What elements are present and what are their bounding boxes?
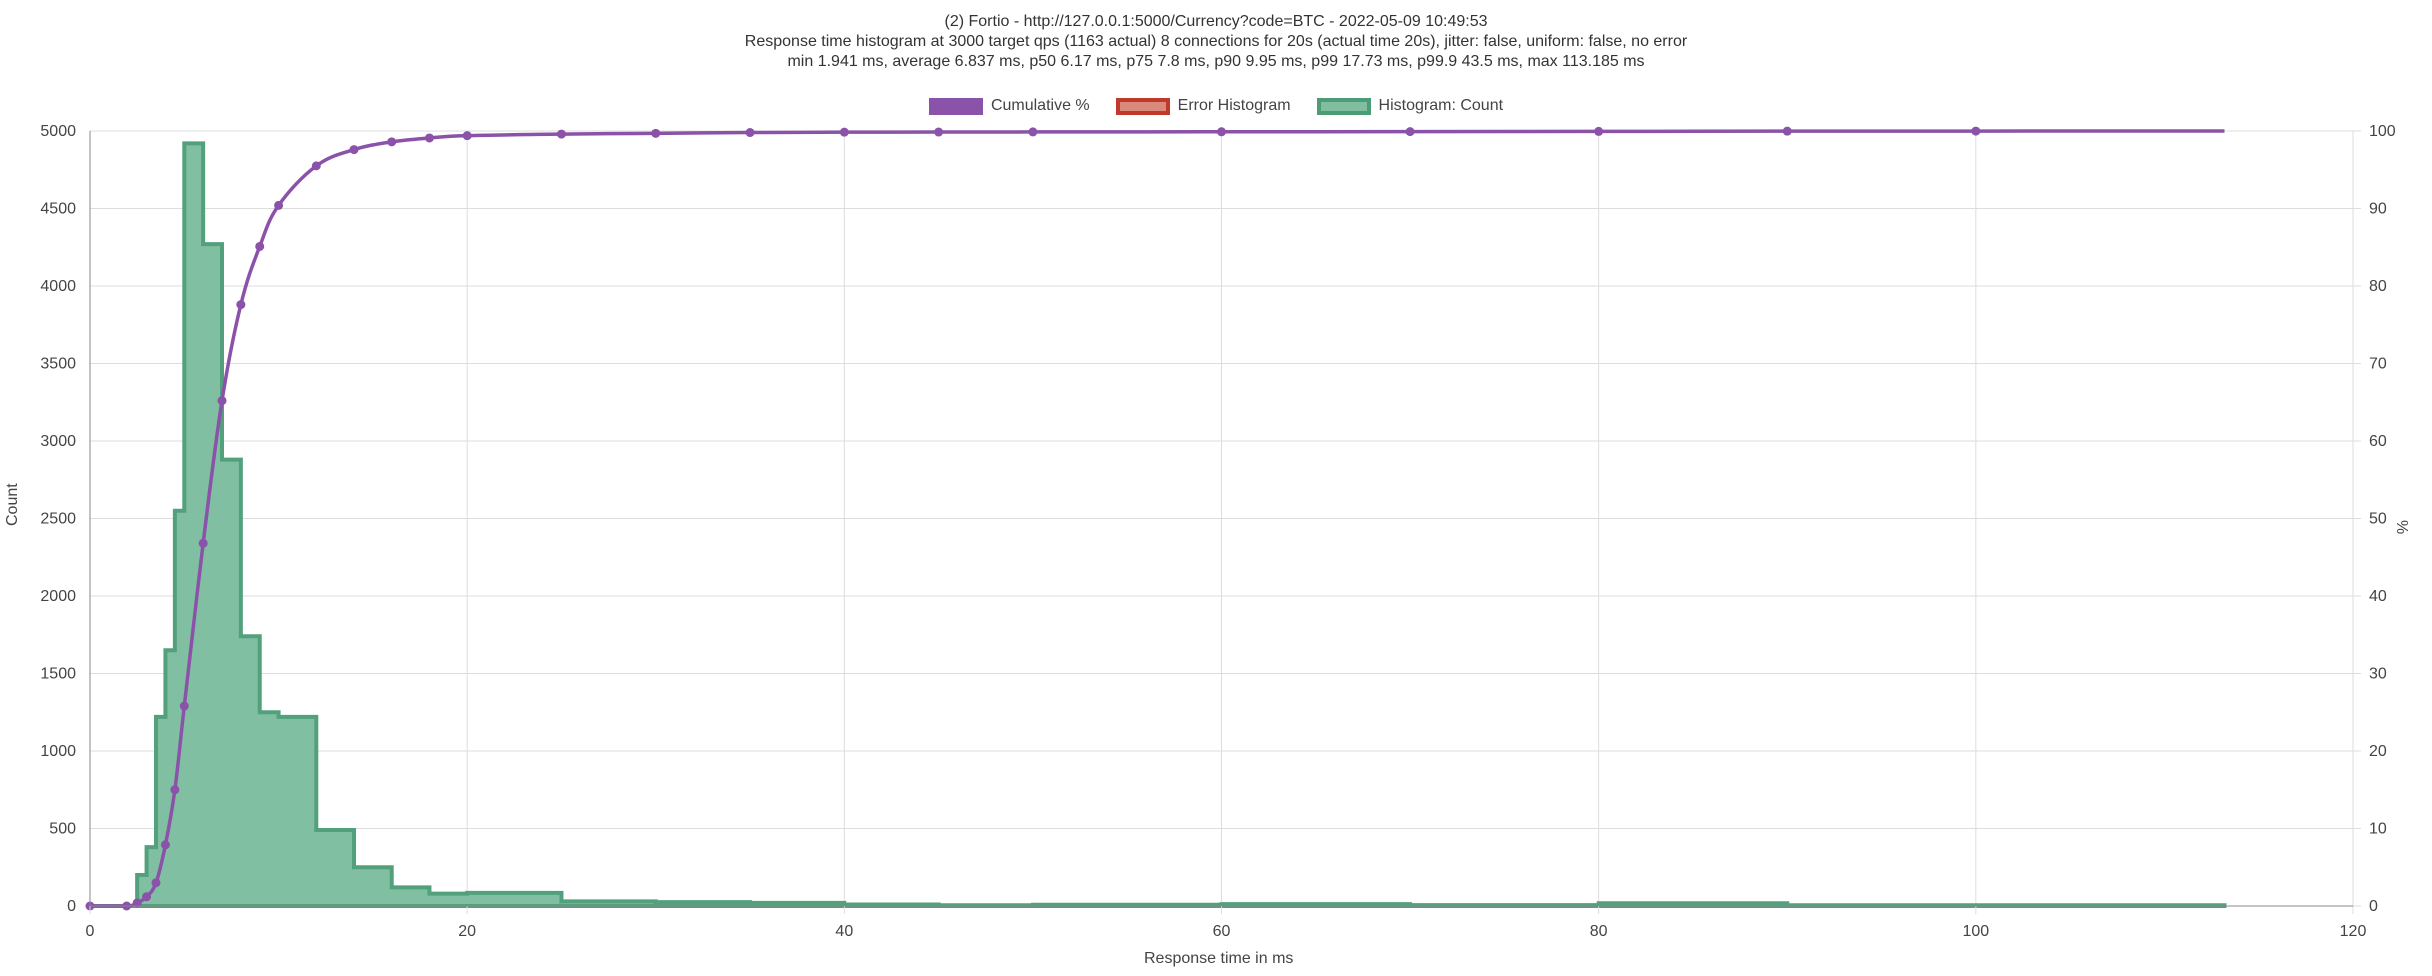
y-left-tick-label: 3500 (40, 356, 76, 373)
cumulative-point (311, 161, 321, 171)
legend-label-histogram: Histogram: Count (1378, 97, 1504, 114)
histogram-layer (90, 141, 2227, 908)
cumulative-point (349, 145, 359, 155)
cumulative-point (424, 133, 434, 143)
cumulative-point (1028, 127, 1038, 137)
legend: Cumulative % Error Histogram Histogram: … (0, 97, 2432, 115)
x-tick-label: 20 (458, 923, 476, 940)
y-left-tick-label: 2000 (40, 588, 76, 605)
x-axis-title: Response time in ms (1144, 950, 1294, 967)
axis-layer: 0500100015002000250030003500400045005000… (40, 123, 2395, 940)
x-tick-label: 80 (1590, 923, 1608, 940)
y-right-tick-label: 90 (2369, 201, 2387, 218)
x-tick-label: 40 (835, 923, 853, 940)
cumulative-point (151, 878, 161, 888)
cumulative-point (387, 137, 397, 147)
cumulative-point (142, 892, 152, 902)
legend-item-histogram[interactable]: Histogram: Count (1316, 97, 1504, 115)
cumulative-layer (85, 126, 2225, 911)
x-tick-label: 120 (2340, 923, 2367, 940)
histogram-area (90, 141, 2227, 908)
cumulative-point (217, 396, 227, 406)
y-left-tick-label: 3000 (40, 433, 76, 450)
y-left-tick-label: 5000 (40, 123, 76, 140)
y-right-tick-label: 80 (2369, 278, 2387, 295)
cumulative-point (745, 128, 755, 138)
x-tick-label: 60 (1213, 923, 1231, 940)
y-left-tick-label: 1000 (40, 743, 76, 760)
y-right-tick-label: 70 (2369, 356, 2387, 373)
cumulative-point (255, 241, 265, 251)
cumulative-point (132, 898, 142, 908)
cumulative-point (198, 538, 208, 548)
y-left-tick-label: 0 (67, 898, 76, 915)
y-left-tick-label: 4000 (40, 278, 76, 295)
x-tick-label: 100 (1962, 923, 1989, 940)
cumulative-point (556, 129, 566, 139)
y-right-tick-label: 20 (2369, 743, 2387, 760)
cumulative-point (274, 200, 284, 210)
y-right-tick-label: 30 (2369, 666, 2387, 683)
cumulative-point (462, 131, 472, 141)
y-left-tick-label: 1500 (40, 666, 76, 683)
y-right-tick-label: 100 (2369, 123, 2396, 140)
y-right-tick-label: 50 (2369, 511, 2387, 528)
y-axis-right-title: % (2393, 520, 2410, 535)
cumulative-point (236, 300, 246, 310)
y-right-tick-label: 60 (2369, 433, 2387, 450)
y-right-tick-label: 40 (2369, 588, 2387, 605)
cumulative-point (651, 128, 661, 138)
legend-label-cumulative: Cumulative % (990, 97, 1090, 114)
legend-label-error: Error Histogram (1177, 97, 1291, 114)
legend-swatch-histogram (1316, 97, 1371, 115)
cumulative-point (934, 127, 944, 137)
cumulative-point (179, 701, 189, 711)
y-axis-left-title: Count (4, 483, 21, 526)
cumulative-point (1405, 127, 1415, 137)
grid-layer (89, 130, 2354, 907)
y-left-tick-label: 500 (49, 821, 76, 838)
y-right-tick-label: 0 (2369, 898, 2378, 915)
cumulative-point (170, 785, 180, 795)
cumulative-point (1217, 127, 1226, 137)
cumulative-point (160, 840, 170, 850)
x-tick-label: 0 (86, 923, 95, 940)
legend-item-cumulative[interactable]: Cumulative % (928, 97, 1090, 115)
cumulative-point (1782, 126, 1792, 136)
chart-subtitle: Response time histogram at 3000 target q… (744, 33, 1688, 50)
cumulative-point (839, 127, 849, 137)
chart-stats: min 1.941 ms, average 6.837 ms, p50 6.17… (787, 53, 1645, 70)
y-left-tick-label: 2500 (40, 511, 76, 528)
legend-swatch-error (1115, 97, 1170, 115)
y-right-tick-label: 10 (2369, 821, 2387, 838)
legend-item-error-histogram[interactable]: Error Histogram (1115, 97, 1291, 115)
chart-titles: (2) Fortio - http://127.0.0.1:5000/Curre… (0, 12, 2432, 72)
y-left-tick-label: 4500 (40, 201, 76, 218)
legend-swatch-cumulative (928, 97, 983, 115)
cumulative-point (1594, 126, 1604, 136)
cumulative-point (1971, 126, 1981, 136)
chart-title: (2) Fortio - http://127.0.0.1:5000/Curre… (944, 13, 1488, 30)
